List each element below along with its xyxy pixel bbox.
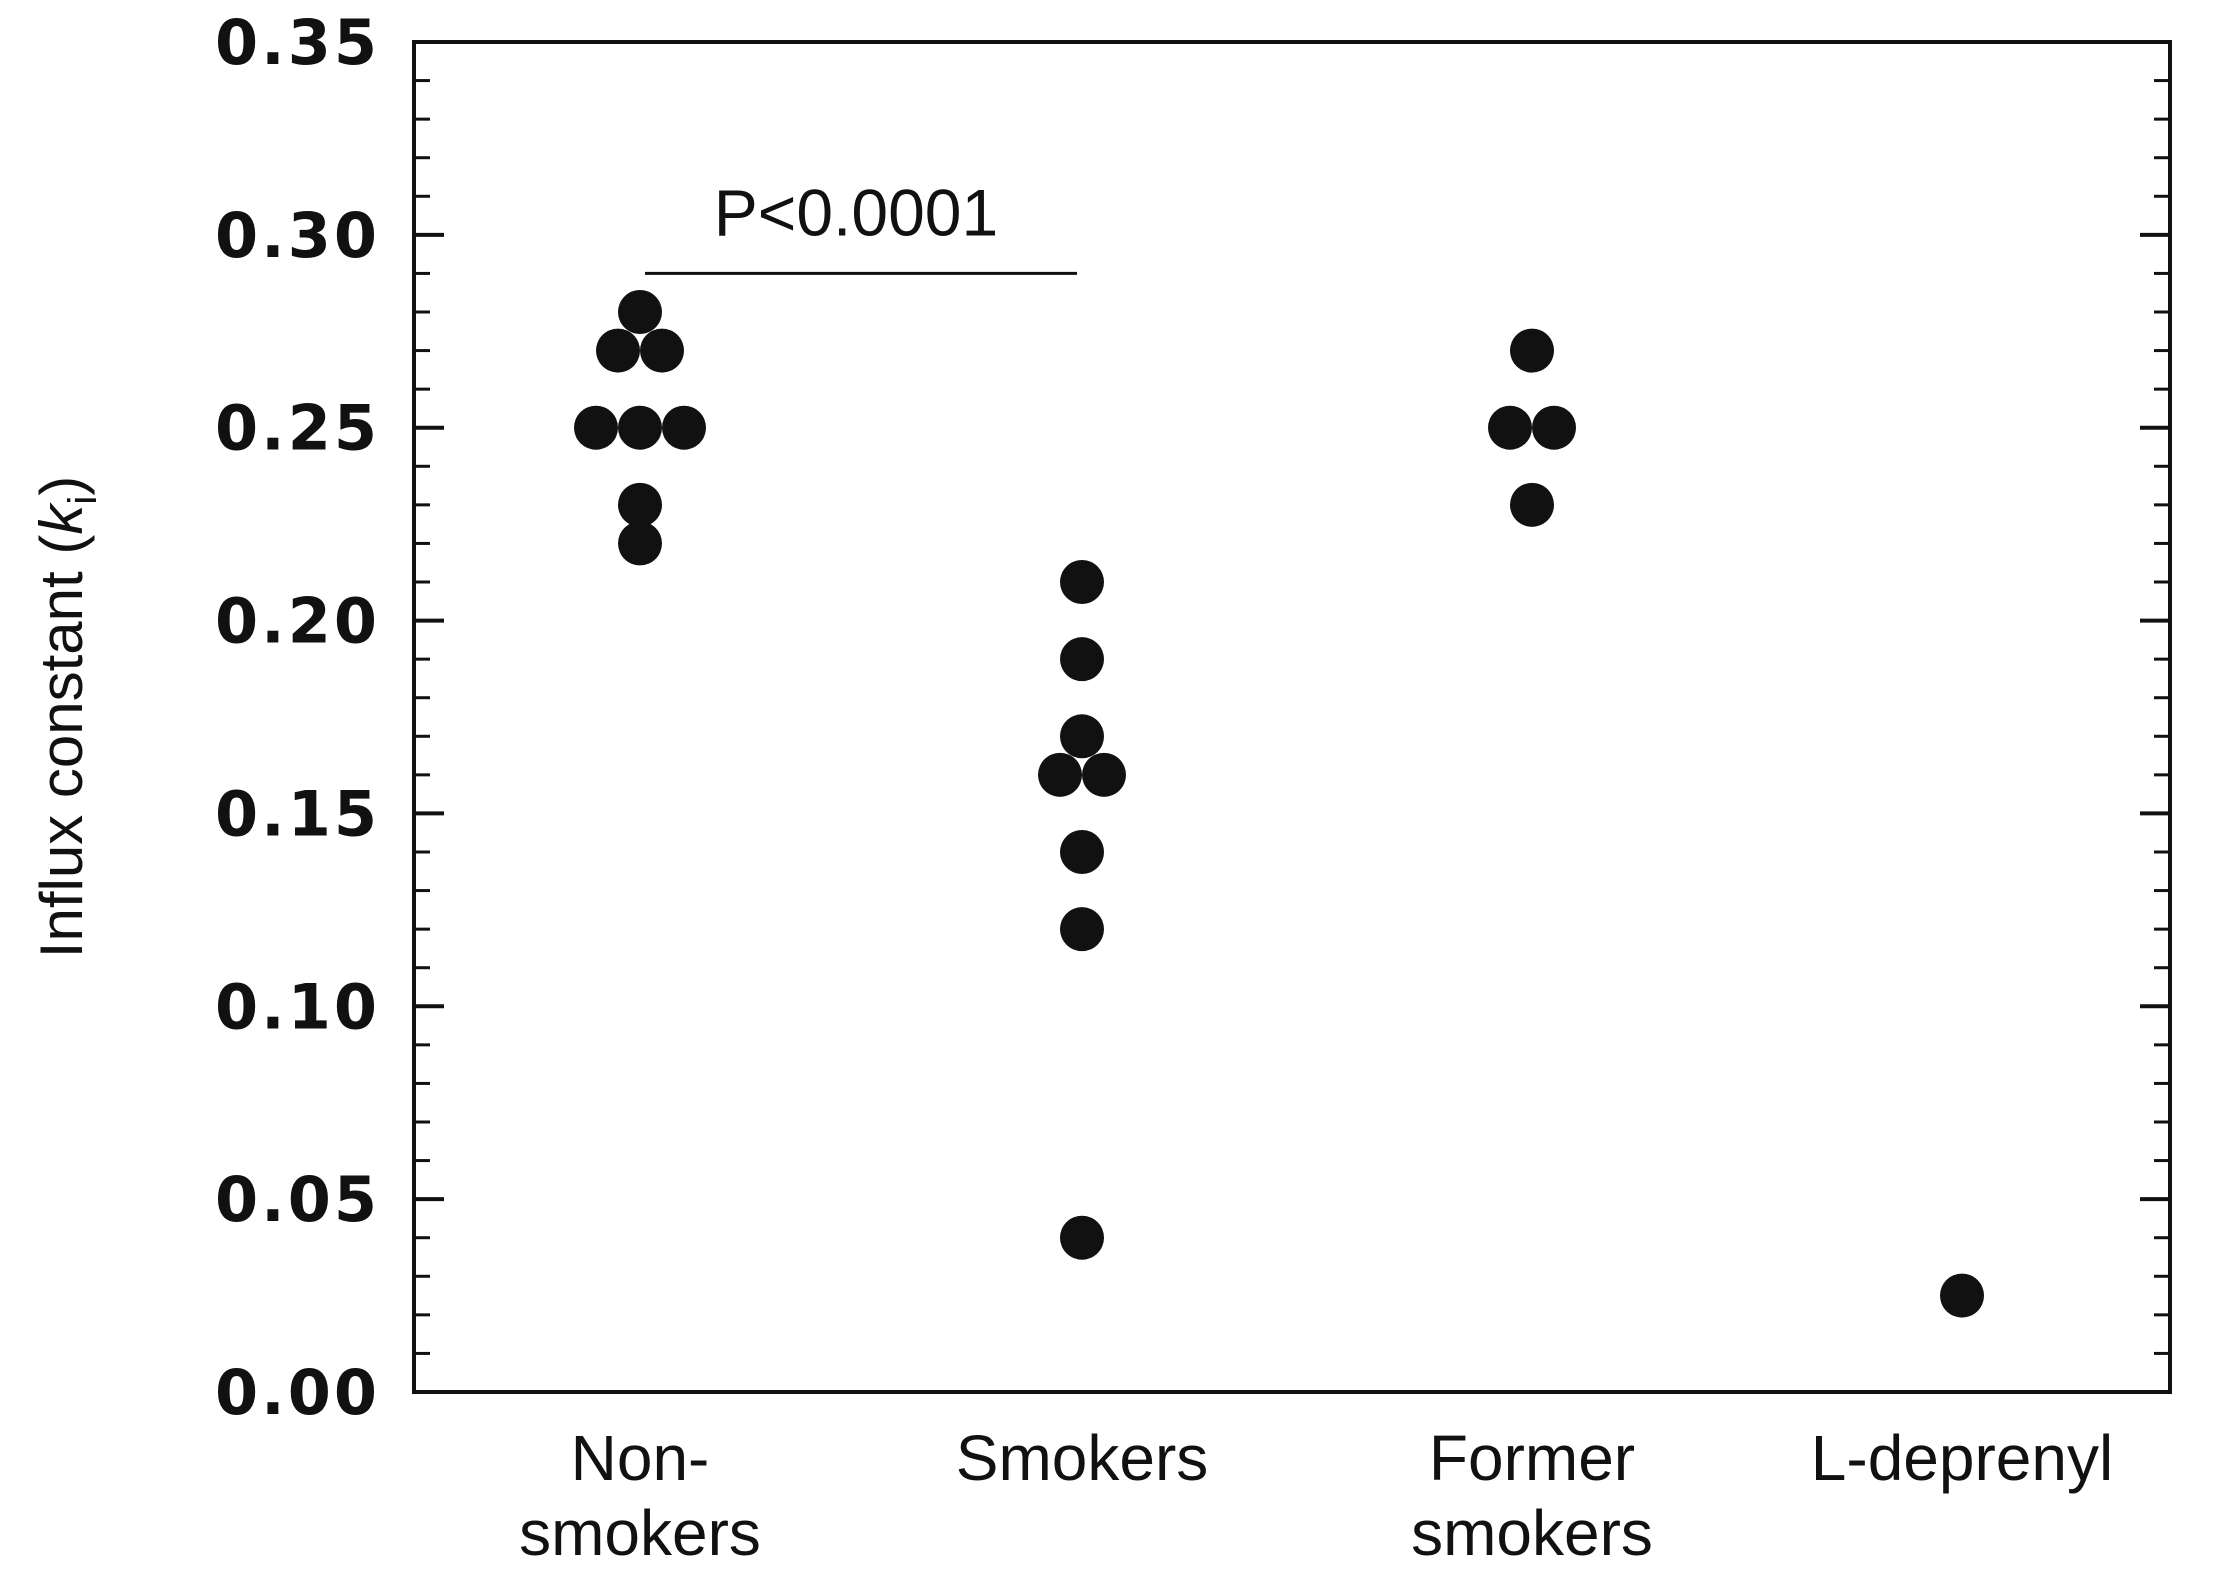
data-point <box>640 328 684 373</box>
data-point <box>1060 560 1104 604</box>
x-tick-label: Former <box>1429 1422 1635 1494</box>
data-point <box>1060 907 1104 952</box>
data-point <box>1082 752 1126 797</box>
data-point <box>1510 482 1554 527</box>
x-tick-label: smokers <box>519 1497 761 1569</box>
data-points <box>574 290 1984 1318</box>
plot-frame <box>412 40 2172 1394</box>
x-tick-label: Non- <box>571 1422 710 1494</box>
data-point <box>1488 405 1532 450</box>
y-axis-label-subscript: i <box>61 496 105 505</box>
data-point <box>618 405 662 450</box>
y-axis-label-close: ) <box>28 476 95 496</box>
data-point <box>1060 714 1104 759</box>
y-tick-label: 0.00 <box>215 1356 380 1429</box>
data-point <box>618 290 662 334</box>
data-point <box>574 405 618 450</box>
y-tick-label: 0.05 <box>215 1163 380 1236</box>
y-tick-label: 0.25 <box>215 392 380 465</box>
data-point <box>596 328 640 373</box>
data-point <box>618 521 662 566</box>
y-tick-label: 0.35 <box>215 6 380 79</box>
data-point <box>662 405 706 450</box>
y-axis-label: Influx constant (ki) <box>28 476 105 958</box>
data-point <box>1510 328 1554 373</box>
data-point <box>1038 752 1082 797</box>
significance-label: P<0.0001 <box>714 175 998 249</box>
y-tick-label: 0.20 <box>215 585 380 658</box>
data-point <box>1060 830 1104 874</box>
significance-annotation: P<0.0001 <box>645 175 1077 275</box>
data-point <box>618 482 662 527</box>
x-tick-label: Smokers <box>956 1422 1209 1494</box>
y-tick-labels: 0.00 0.05 0.10 0.15 0.20 0.25 0.30 0.35 <box>215 6 380 1429</box>
y-axis-label-main: Influx constant ( <box>28 535 95 959</box>
y-axis-label-k: k <box>28 502 95 535</box>
data-point <box>1940 1273 1984 1318</box>
data-point <box>1060 1215 1104 1260</box>
x-tick-label: L-deprenyl <box>1811 1422 2113 1494</box>
data-point <box>1060 637 1104 682</box>
x-tick-label: smokers <box>1411 1497 1653 1569</box>
y-tick-label: 0.30 <box>215 199 380 272</box>
y-tick-label: 0.10 <box>215 970 380 1043</box>
axis-ticks <box>414 40 2170 1394</box>
data-point <box>1532 405 1576 450</box>
y-tick-label: 0.15 <box>215 777 380 850</box>
